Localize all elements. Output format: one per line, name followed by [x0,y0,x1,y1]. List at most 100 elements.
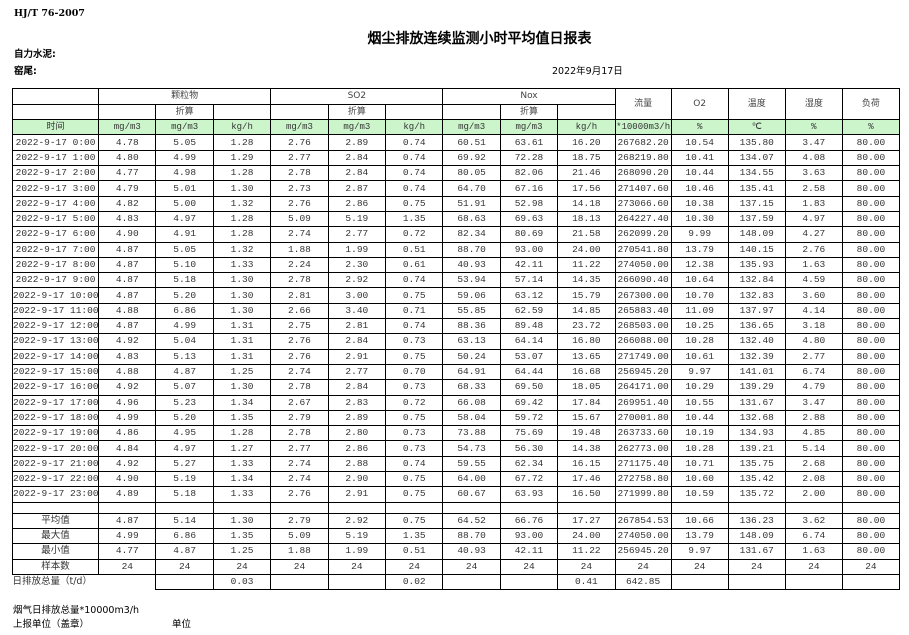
summary-value: 2.92 [327,512,387,529]
summary-label: 最小值 [11,543,100,560]
value-cell: 60.67 [442,486,501,503]
summary-value: 256945.20 [614,543,672,560]
value-cell: 72.28 [499,149,559,167]
value-cell: 5.05 [155,134,214,151]
value-cell: 4.82 [98,195,157,212]
value-cell: 3.47 [784,394,843,411]
standard-code: HJ/T 76-2007 [14,8,85,19]
value-cell: 132.68 [727,409,786,427]
value-cell: 266090.40 [614,272,672,289]
value-cell: 80.00 [841,165,901,182]
value-cell: 4.99 [98,409,157,427]
value-cell: 2.84 [327,149,387,167]
value-cell: 14.38 [557,440,616,457]
value-cell: 64.44 [499,363,559,381]
unit-cell: mg/m3 [155,119,214,136]
summary-value: 24 [614,558,672,575]
total-value: 0.02 [385,573,444,591]
value-cell: 80.00 [841,241,901,258]
value-cell: 54.73 [442,440,501,457]
value-cell: 268219.80 [614,149,672,167]
value-cell: 14.35 [557,272,616,289]
time-cell: 2022-9-17 18:00 [11,409,100,427]
table-row: 2022-9-17 0:00 4.78 5.05 1.28 2.76 2.89 0.74 60… [11,134,901,151]
value-cell: 270541.80 [614,241,672,258]
value-cell: 64.14 [499,333,559,350]
value-cell: 64.00 [442,471,501,488]
value-cell: 10.71 [670,455,729,473]
total-value: 0.41 [557,573,616,591]
value-cell: 1.33 [212,256,272,274]
value-cell: 64.70 [442,180,501,197]
value-cell: 0.71 [385,302,444,320]
value-cell: 1.27 [212,440,272,457]
value-cell: 2.78 [270,379,329,396]
table-row: 2022-9-17 4:00 4.82 5.00 1.32 2.76 2.86 0.75 51… [11,195,901,212]
summary-row: 平均值 4.87 5.14 1.30 2.79 2.92 0.75 64.52 66.76 17.… [11,512,901,529]
table-row: 2022-9-17 14:00 4.83 5.13 1.31 2.76 2.91 0.75 5… [11,348,901,365]
value-cell: 59.55 [442,455,501,473]
total-value [670,573,729,591]
value-cell: 80.00 [841,149,901,167]
value-cell: 66.08 [442,394,501,411]
units-row: 时间 mg/m3 mg/m3 kg/h mg/m3 mg/m3 kg/h mg/m3 mg/m3… [11,119,901,136]
total-value [784,573,843,591]
blank-cell [727,501,786,514]
value-cell: 62.59 [499,302,559,320]
value-cell: 80.00 [841,272,901,289]
value-cell: 10.25 [670,318,729,335]
summary-value: 136.23 [727,512,786,529]
value-cell: 4.59 [784,272,843,289]
value-cell: 1.30 [212,287,272,304]
value-cell: 132.39 [727,348,786,365]
total-value [499,573,559,591]
summary-value: 24 [270,558,329,575]
value-cell: 4.78 [98,134,157,151]
table-row: 2022-9-17 15:00 4.88 4.87 1.25 2.74 2.77 0.70 6… [11,363,901,381]
table-row: 2022-9-17 10:00 4.87 5.20 1.30 2.81 3.00 0.75 5… [11,287,901,304]
value-cell: 88.70 [442,241,501,258]
header-blank [385,103,444,121]
value-cell: 4.89 [98,486,157,503]
unit-cell: % [784,119,843,136]
summary-value: 10.66 [670,512,729,529]
value-cell: 2.77 [327,226,387,243]
header-humidity: 湿度 [784,87,843,121]
value-cell: 268503.00 [614,318,672,335]
table-row: 2022-9-17 23:00 4.89 5.18 1.33 2.76 2.91 0.75 6… [11,486,901,503]
summary-value: 24.00 [557,527,616,545]
value-cell: 69.50 [499,379,559,396]
value-cell: 80.00 [841,195,901,212]
unit-cell: mg/m3 [270,119,329,136]
value-cell: 270001.80 [614,409,672,427]
value-cell: 5.09 [270,210,329,228]
time-cell: 2022-9-17 9:00 [11,272,100,289]
value-cell: 2.81 [270,287,329,304]
summary-value: 4.99 [98,527,157,545]
table-row: 2022-9-17 16:00 4.92 5.07 1.30 2.78 2.84 0.73 6… [11,379,901,396]
total-value [841,573,901,591]
value-cell: 80.00 [841,180,901,197]
value-cell: 80.00 [841,394,901,411]
summary-value: 11.22 [557,543,616,560]
summary-value: 80.00 [841,512,901,529]
kiln-label: 窑尾: [14,66,37,77]
value-cell: 148.09 [727,226,786,243]
value-cell: 3.63 [784,165,843,182]
value-cell: 82.34 [442,226,501,243]
value-cell: 21.58 [557,226,616,243]
value-cell: 1.88 [270,241,329,258]
summary-value: 17.27 [557,512,616,529]
value-cell: 63.12 [499,287,559,304]
value-cell: 4.85 [784,425,843,442]
value-cell: 5.13 [155,348,214,365]
time-cell: 2022-9-17 20:00 [11,440,100,457]
time-cell: 2022-9-17 15:00 [11,363,100,381]
summary-value: 24 [557,558,616,575]
value-cell: 132.83 [727,287,786,304]
value-cell: 137.97 [727,302,786,320]
value-cell: 67.16 [499,180,559,197]
value-cell: 0.74 [385,165,444,182]
summary-value: 93.00 [499,527,559,545]
value-cell: 0.73 [385,440,444,457]
